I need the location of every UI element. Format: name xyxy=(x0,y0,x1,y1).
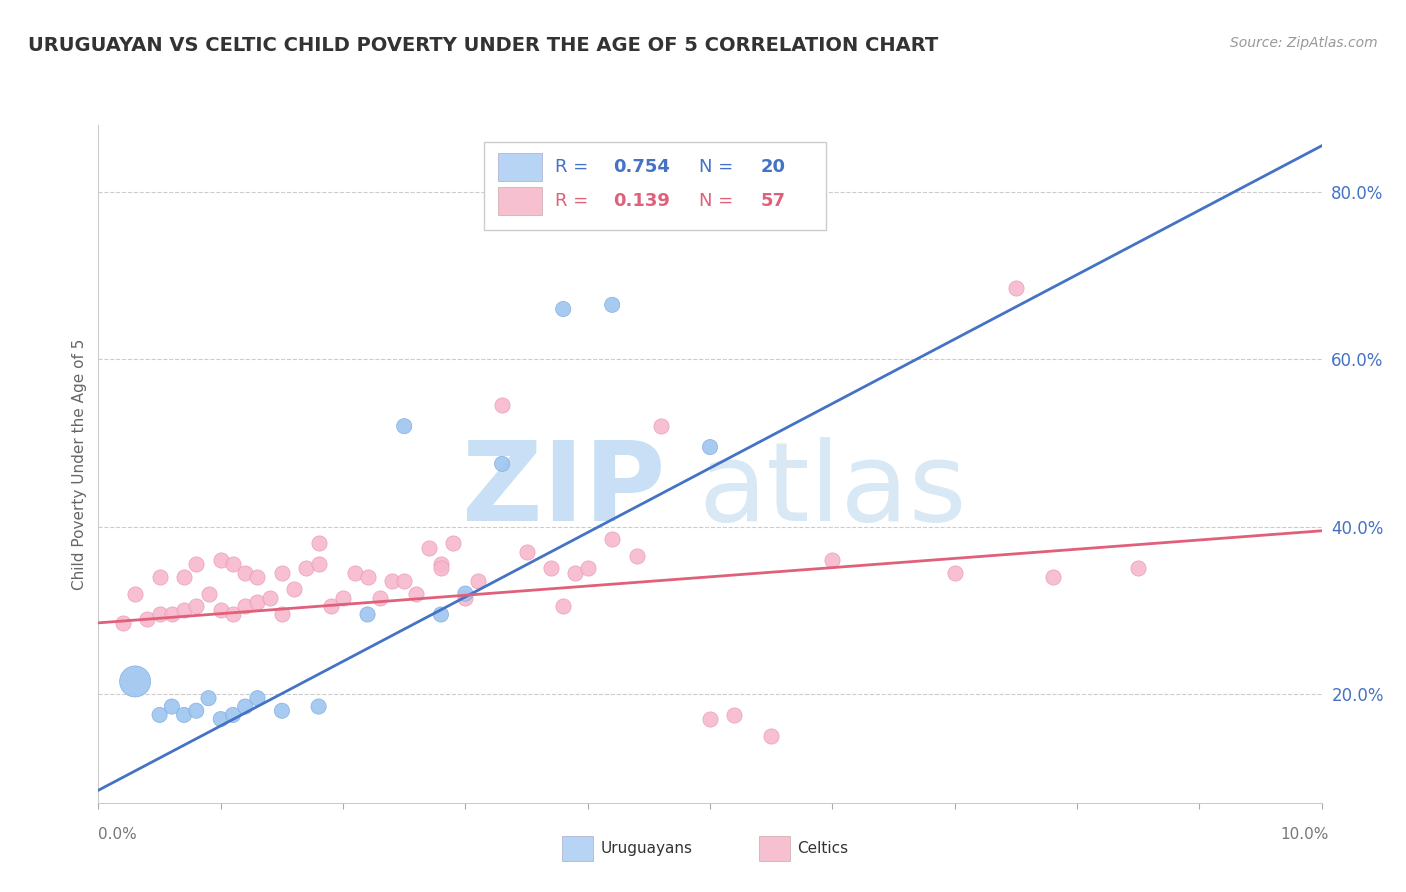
Text: 0.754: 0.754 xyxy=(613,158,671,176)
Point xyxy=(173,603,195,617)
Point xyxy=(344,566,367,580)
Text: atlas: atlas xyxy=(699,437,966,544)
Point xyxy=(124,586,146,600)
Text: 10.0%: 10.0% xyxy=(1281,827,1329,841)
Point xyxy=(430,561,453,575)
Point xyxy=(209,553,232,567)
Point xyxy=(368,591,391,605)
Text: 0.0%: 0.0% xyxy=(98,827,138,841)
Text: R =: R = xyxy=(555,192,593,210)
Point xyxy=(650,419,672,434)
Point xyxy=(943,566,966,580)
Text: Uruguayans: Uruguayans xyxy=(600,841,692,855)
Point xyxy=(454,586,477,600)
Point xyxy=(356,570,378,584)
Point xyxy=(723,707,745,722)
Point xyxy=(418,541,440,555)
Point xyxy=(1004,281,1026,295)
Point xyxy=(430,558,453,572)
Point xyxy=(173,570,195,584)
Point xyxy=(246,570,269,584)
Text: 57: 57 xyxy=(761,192,785,210)
Point xyxy=(149,607,172,622)
Point xyxy=(600,532,623,546)
Point xyxy=(491,398,513,412)
Text: 0.139: 0.139 xyxy=(613,192,671,210)
Point xyxy=(516,545,538,559)
Point xyxy=(540,561,562,575)
Point xyxy=(308,536,330,550)
Point xyxy=(699,440,721,454)
Point xyxy=(136,612,159,626)
Point xyxy=(209,712,232,726)
Point xyxy=(124,674,146,689)
Point xyxy=(356,607,378,622)
Point xyxy=(111,615,134,630)
Point xyxy=(173,707,195,722)
Point xyxy=(233,699,256,714)
Point xyxy=(467,574,489,588)
Text: R =: R = xyxy=(555,158,593,176)
Point xyxy=(270,566,292,580)
Point xyxy=(405,586,427,600)
Point xyxy=(295,561,318,575)
Text: Celtics: Celtics xyxy=(797,841,848,855)
Point xyxy=(246,691,269,706)
Point xyxy=(553,301,575,316)
Text: 20: 20 xyxy=(761,158,785,176)
Point xyxy=(209,603,232,617)
Point xyxy=(1042,570,1064,584)
Point xyxy=(149,570,172,584)
Point xyxy=(308,699,330,714)
FancyBboxPatch shape xyxy=(484,142,827,230)
Point xyxy=(186,558,208,572)
Point xyxy=(626,549,648,563)
Point xyxy=(392,574,416,588)
Point xyxy=(270,607,292,622)
Text: ZIP: ZIP xyxy=(461,437,665,544)
Point xyxy=(1128,561,1150,575)
Point xyxy=(222,707,245,722)
Point xyxy=(160,607,183,622)
Point xyxy=(441,536,464,550)
Text: N =: N = xyxy=(699,192,740,210)
FancyBboxPatch shape xyxy=(498,153,543,181)
Point xyxy=(699,712,721,726)
Text: URUGUAYAN VS CELTIC CHILD POVERTY UNDER THE AGE OF 5 CORRELATION CHART: URUGUAYAN VS CELTIC CHILD POVERTY UNDER … xyxy=(28,36,938,54)
Point xyxy=(491,457,513,471)
Y-axis label: Child Poverty Under the Age of 5: Child Poverty Under the Age of 5 xyxy=(72,338,87,590)
Point xyxy=(246,595,269,609)
Point xyxy=(392,419,416,434)
Point xyxy=(149,707,172,722)
Point xyxy=(553,599,575,614)
Point xyxy=(308,558,330,572)
Point xyxy=(197,691,219,706)
Point xyxy=(821,553,844,567)
Point xyxy=(430,607,453,622)
Point xyxy=(222,607,245,622)
Point xyxy=(197,586,219,600)
Point xyxy=(186,599,208,614)
FancyBboxPatch shape xyxy=(498,186,543,215)
Point xyxy=(381,574,404,588)
Point xyxy=(160,699,183,714)
Point xyxy=(332,591,354,605)
Point xyxy=(233,566,256,580)
Point xyxy=(186,704,208,718)
Text: N =: N = xyxy=(699,158,740,176)
Point xyxy=(564,566,586,580)
Point xyxy=(576,561,599,575)
Point xyxy=(454,591,477,605)
Point xyxy=(222,558,245,572)
Point xyxy=(759,729,782,743)
Point xyxy=(600,298,623,312)
Point xyxy=(233,599,256,614)
Point xyxy=(283,582,305,597)
Text: Source: ZipAtlas.com: Source: ZipAtlas.com xyxy=(1230,36,1378,50)
Point xyxy=(319,599,342,614)
Point xyxy=(259,591,281,605)
Point xyxy=(270,704,292,718)
